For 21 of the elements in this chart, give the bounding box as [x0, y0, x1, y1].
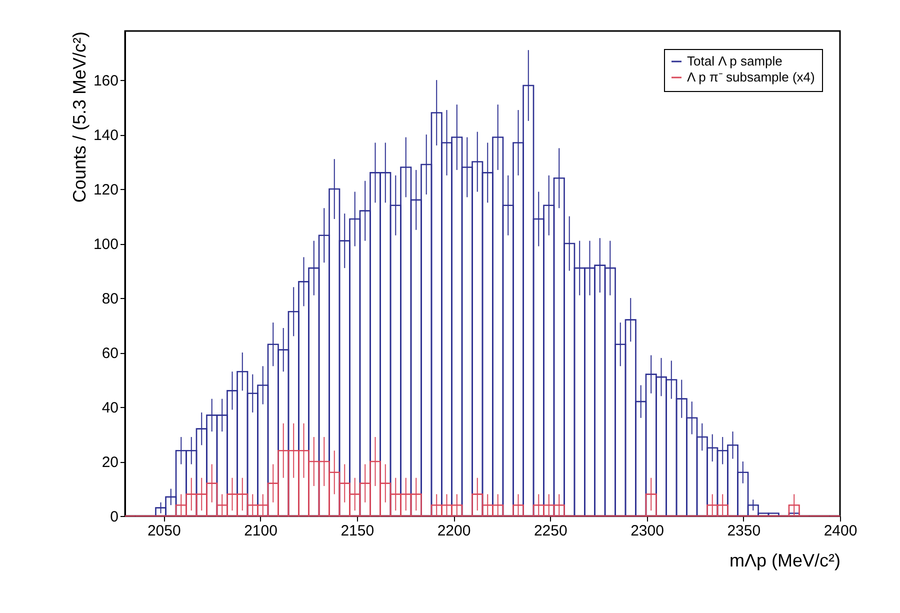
x-tick-label: 2250 [534, 522, 568, 540]
y-tick-label: 60 [102, 345, 118, 362]
x-tick-label: 2150 [340, 522, 374, 540]
x-tick-label: 2050 [147, 522, 181, 540]
y-tick-label: 120 [93, 182, 118, 199]
x-tick-label: 2350 [727, 522, 761, 540]
y-tick-label: 80 [102, 290, 118, 308]
x-tick-label: 2300 [630, 522, 664, 540]
x-axis-title: mΛp (MeV/c²) [729, 550, 840, 570]
y-tick-label: 20 [102, 454, 118, 472]
x-tick-label: 2200 [437, 522, 471, 540]
legend-label: Total Λ p sample [687, 54, 782, 68]
y-tick-label: 100 [93, 236, 118, 254]
y-tick-label: 160 [93, 72, 118, 90]
y-tick-label: 0 [110, 508, 118, 526]
y-tick-label: 140 [93, 127, 118, 144]
legend-label: Λ p π⁻ subsample (x4) [687, 70, 815, 84]
x-tick-label: 2100 [244, 522, 278, 540]
y-tick-label: 40 [102, 400, 118, 417]
y-axis-title: Counts / (5.3 MeV/c²) [69, 32, 90, 203]
x-tick-label: 2400 [824, 522, 858, 540]
